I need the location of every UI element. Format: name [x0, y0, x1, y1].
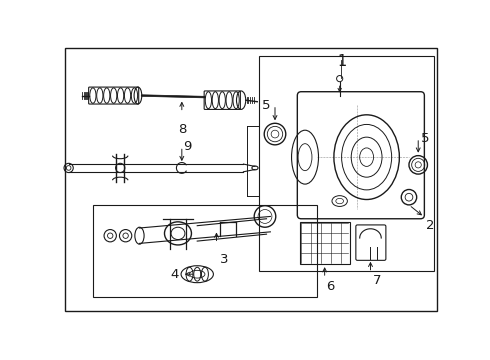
- Bar: [259, 55, 435, 271]
- Text: 3: 3: [220, 253, 228, 266]
- Text: 6: 6: [326, 280, 335, 293]
- Text: 1: 1: [337, 54, 346, 69]
- Text: 5: 5: [421, 132, 430, 145]
- Text: 5: 5: [262, 99, 270, 112]
- Bar: [300, 222, 350, 264]
- Text: 4: 4: [171, 268, 179, 281]
- Text: 9: 9: [183, 140, 192, 153]
- Text: 8: 8: [178, 122, 186, 135]
- Bar: [93, 205, 317, 297]
- Text: 2: 2: [426, 219, 435, 232]
- Text: 7: 7: [373, 274, 381, 287]
